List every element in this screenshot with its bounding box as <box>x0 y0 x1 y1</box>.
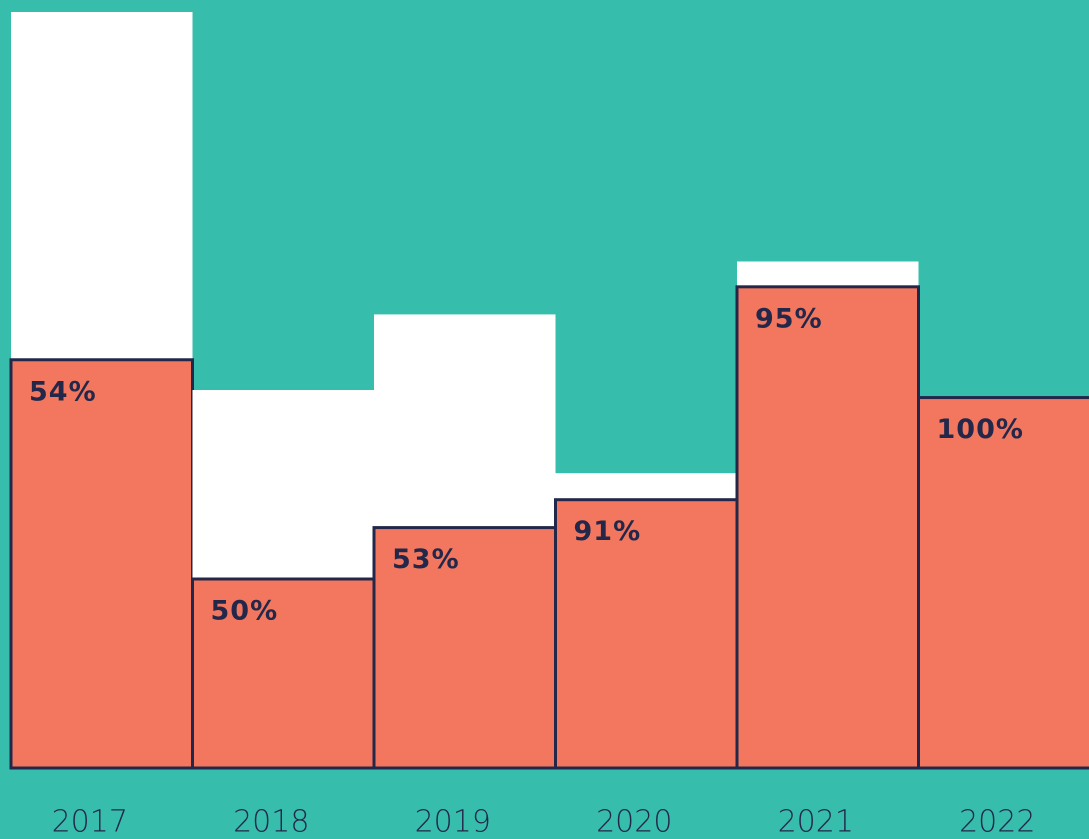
share-bar <box>372 526 557 770</box>
share-bar <box>9 358 194 770</box>
x-tick-label: 2021 <box>778 805 854 839</box>
share-bar <box>735 285 920 770</box>
share-bar <box>554 498 739 770</box>
share-label: 100% <box>937 414 1024 445</box>
x-tick-label: 2020 <box>596 805 672 839</box>
share-label: 95% <box>755 303 823 334</box>
x-tick-label: 2019 <box>415 805 491 839</box>
share-label: 54% <box>29 376 97 407</box>
share-bar <box>917 396 1089 770</box>
share-label: 50% <box>211 596 279 627</box>
share-bar <box>191 577 376 770</box>
share-label: 91% <box>574 516 642 547</box>
x-tick-label: 2018 <box>233 805 309 839</box>
x-tick-label: 2017 <box>52 805 128 839</box>
share-label: 53% <box>392 544 460 575</box>
x-tick-label: 2022 <box>959 805 1035 839</box>
